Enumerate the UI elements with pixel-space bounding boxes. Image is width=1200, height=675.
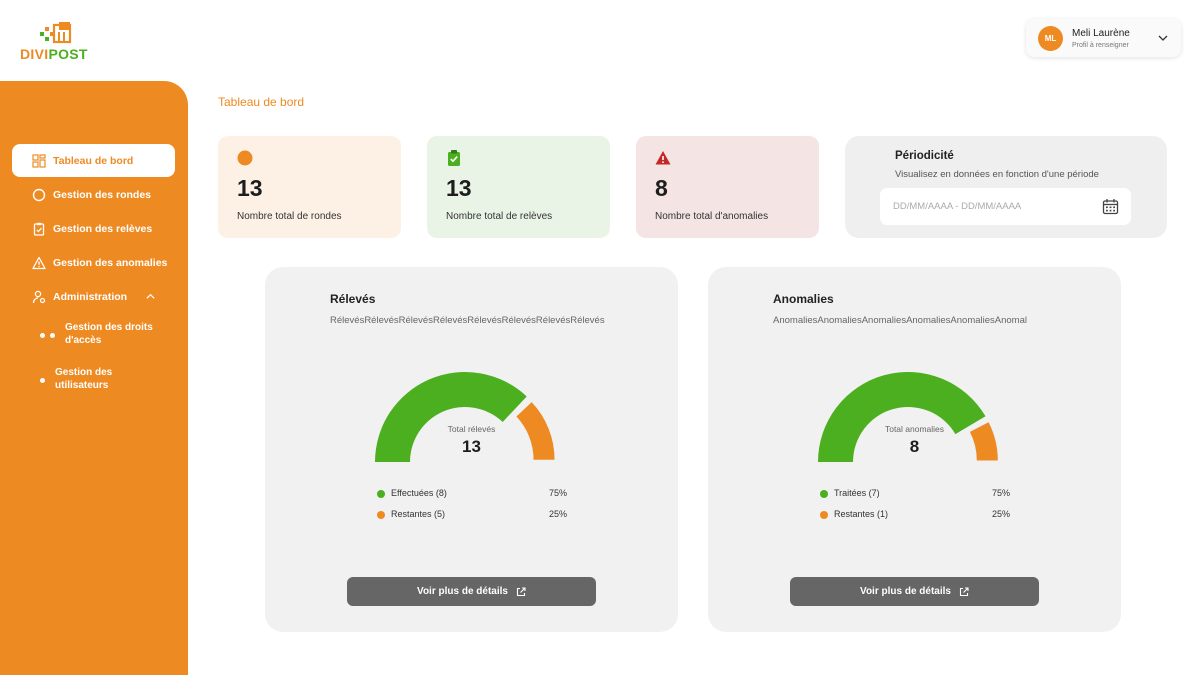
bullet-icon	[50, 333, 55, 338]
sidebar-subitem-users[interactable]: Gestion des utilisateurs	[55, 367, 113, 391]
legend-percent: 75%	[548, 488, 567, 498]
user-subtitle: Profil à renseigner	[1072, 41, 1129, 49]
stat-value: 8	[655, 175, 668, 201]
legend-item: Restantes (1) 25%	[820, 508, 1010, 522]
stat-label: Nombre total d'anomalies	[655, 211, 769, 222]
button-label: Voir plus de détails	[417, 586, 508, 597]
chart-subtitle: RélevésRélevésRélevésRélevésRélevésRélev…	[330, 315, 605, 326]
sidebar-item-label: Gestion des rondes	[53, 188, 152, 201]
stat-card-anomalies: 8 Nombre total d'anomalies	[636, 136, 819, 238]
gauge-center-value: 13	[462, 437, 481, 456]
view-details-button[interactable]: Voir plus de détails	[790, 577, 1039, 606]
gauge-center-value: 8	[909, 437, 920, 456]
user-settings-icon	[32, 290, 46, 303]
sidebar-item-dashboard[interactable]: Tableau de bord	[12, 144, 175, 177]
orange-dot-icon	[237, 150, 253, 166]
page-title: Tableau de bord	[218, 95, 305, 109]
stat-value: 13	[237, 175, 263, 201]
chart-title: Rélevés	[330, 292, 376, 306]
user-profile-menu[interactable]: ML Meli Laurène Profil à renseigner	[1026, 19, 1181, 57]
legend-label: Effectuées (8)	[391, 488, 447, 498]
legend-percent: 75%	[991, 488, 1010, 498]
divipost-logo[interactable]: DIVIPOST	[20, 22, 100, 64]
legend-item: Restantes (5) 25%	[377, 508, 567, 522]
sidebar: Tableau de bord Gestion des rondes Gesti…	[0, 81, 188, 675]
circle-icon	[32, 188, 46, 201]
logo-mark-icon	[40, 22, 72, 44]
legend-dot-green	[820, 490, 828, 498]
gauge-segment-done	[818, 372, 986, 462]
stat-label: Nombre total de relèves	[446, 211, 553, 222]
period-title: Périodicité	[895, 150, 954, 162]
legend-dot-green	[377, 490, 385, 498]
chart-title: Anomalies	[773, 292, 834, 306]
gauge-chart	[818, 372, 998, 462]
legend-percent: 25%	[548, 509, 567, 519]
gauge-center-label: Total rélevés	[447, 424, 496, 434]
stat-card-releves: 13 Nombre total de relèves	[427, 136, 610, 238]
warning-icon	[32, 256, 46, 269]
logo-text-divi: DIVI	[20, 46, 49, 62]
period-subtitle: Visualisez en données en fonction d'une …	[895, 169, 1099, 180]
user-info: Meli Laurène Profil à renseigner	[1072, 28, 1130, 49]
chart-subtitle: AnomaliesAnomaliesAnomaliesAnomaliesAnom…	[773, 315, 1027, 326]
chart-card-anomalies: Anomalies AnomaliesAnomaliesAnomaliesAno…	[708, 267, 1121, 632]
clipboard-check-icon	[33, 222, 45, 236]
calendar-icon[interactable]	[1102, 198, 1119, 215]
stat-card-rondes: 13 Nombre total de rondes	[218, 136, 401, 238]
sidebar-item-label: Gestion des anomalies	[53, 256, 168, 269]
legend-label: Restantes (1)	[834, 509, 889, 519]
legend-item: Effectuées (8) 75%	[377, 487, 567, 501]
legend-label: Traitées (7)	[834, 488, 880, 498]
stat-label: Nombre total de rondes	[237, 211, 342, 222]
dashboard-grid-icon	[32, 153, 46, 168]
sidebar-item-label: Administration	[53, 290, 128, 303]
clipboard-check-icon	[448, 150, 460, 166]
gauge-segment-done	[375, 372, 527, 462]
legend-dot-orange	[377, 511, 385, 519]
sidebar-item-administration[interactable]: Administration	[12, 280, 175, 313]
legend-label: Restantes (5)	[391, 509, 446, 519]
external-link-icon	[959, 586, 969, 596]
bullet-icon	[40, 333, 45, 338]
legend-percent: 25%	[991, 509, 1010, 519]
date-range-input[interactable]	[880, 188, 1131, 225]
stat-value: 13	[446, 175, 472, 201]
user-name: Meli Laurène	[1072, 27, 1130, 39]
gauge-segment-remaining	[516, 402, 555, 460]
avatar: ML	[1038, 25, 1063, 51]
sidebar-item-label: Tableau de bord	[53, 154, 134, 167]
sidebar-item-releves[interactable]: Gestion des relèves	[12, 212, 175, 245]
view-details-button[interactable]: Voir plus de détails	[347, 577, 596, 606]
logo-wordmark: DIVIPOST	[20, 46, 88, 62]
gauge-center-label: Total anomalies	[884, 424, 945, 434]
sidebar-item-rondes[interactable]: Gestion des rondes	[12, 178, 175, 211]
gauge-segment-remaining	[969, 422, 998, 461]
sidebar-item-label: Gestion des relèves	[53, 222, 153, 235]
chevron-up-icon[interactable]	[145, 291, 156, 302]
sidebar-item-anomalies[interactable]: Gestion des anomalies	[12, 246, 175, 279]
button-label: Voir plus de détails	[860, 586, 951, 597]
period-filter-card: Périodicité Visualisez en données en fon…	[845, 136, 1167, 238]
chevron-down-icon[interactable]	[1157, 32, 1169, 44]
chart-card-releves: Rélevés RélevésRélevésRélevésRélevésRéle…	[265, 267, 678, 632]
legend-item: Traitées (7) 75%	[820, 487, 1010, 501]
legend-dot-orange	[820, 511, 828, 519]
logo-text-post: POST	[48, 46, 88, 62]
external-link-icon	[516, 586, 526, 596]
sidebar-subitem-access-rights[interactable]: Gestion des droits d'accès	[65, 322, 153, 346]
gauge-chart	[375, 372, 555, 462]
bullet-icon	[40, 378, 45, 383]
warning-icon	[655, 151, 671, 165]
